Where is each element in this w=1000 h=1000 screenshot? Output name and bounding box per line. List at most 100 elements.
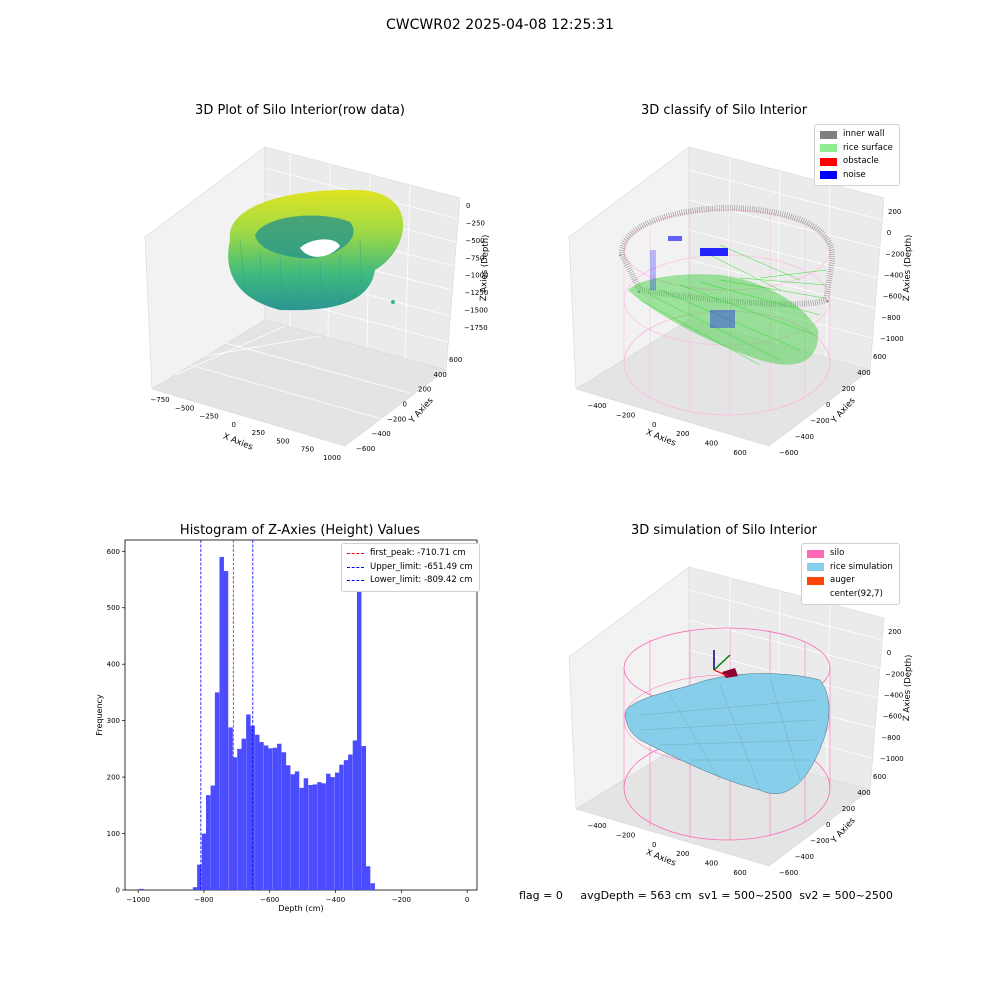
panel4-axes3d xyxy=(568,566,885,867)
histogram-y-tick-label: 0 xyxy=(116,887,120,895)
panel2-y-tick-label: −600 xyxy=(779,449,798,457)
histogram-bar xyxy=(299,787,304,890)
panel1-x-tick-label: −750 xyxy=(150,396,169,404)
panel1-z-tick-label: −1750 xyxy=(464,324,488,332)
panel4-z-tick-label: −200 xyxy=(885,670,904,678)
histogram-x-tick-label: 0 xyxy=(465,896,469,904)
panel2-ylabel: Y Axies xyxy=(829,395,858,426)
panel1-x-tick-label: −500 xyxy=(175,404,194,412)
panel4-y-tick-label: 0 xyxy=(826,821,830,829)
legend-swatch xyxy=(820,171,837,180)
histogram-bar xyxy=(370,883,375,890)
panel1-axes3d xyxy=(144,146,461,447)
legend-label: obstacle xyxy=(843,156,879,166)
histogram-y-tick-label: 600 xyxy=(107,548,120,556)
legend-item-rice-simulation: rice simulation xyxy=(807,561,893,575)
panel1-x-tick-label: −250 xyxy=(199,413,218,421)
panel1-outlier-point xyxy=(391,300,395,304)
panel4-y-tick-label: −200 xyxy=(810,837,829,845)
histogram-y-tick-label: 100 xyxy=(107,830,120,838)
panel1-x-tick-label: 0 xyxy=(231,421,235,429)
histogram-bar xyxy=(206,795,211,890)
panel2-z-tick-label: −1000 xyxy=(880,335,904,343)
histogram-legend: first_peak: -710.71 cm Upper_limit: -651… xyxy=(341,543,480,592)
panel2-z-tick-label: −600 xyxy=(883,293,902,301)
panel4-ylabel: Y Axies xyxy=(829,815,858,846)
histogram-x-ticks: −1000 −800 −600 −400 −200 0 xyxy=(126,890,469,904)
panel2-y-tick-label: −200 xyxy=(810,417,829,425)
panel2-y-tick-label: 200 xyxy=(842,385,855,393)
panel2-x-tick-label: 600 xyxy=(733,449,746,457)
panel4-x-tick-label: −200 xyxy=(616,831,635,839)
panel4-y-tick-label: 400 xyxy=(857,789,870,797)
legend-label: noise xyxy=(843,169,866,180)
histogram-xlabel: Depth (cm) xyxy=(278,904,323,913)
panel1-y-tick-label: −400 xyxy=(372,430,391,438)
legend-swatch xyxy=(807,549,824,558)
status-footer: flag = 0 avgDepth = 563 cm sv1 = 500~250… xyxy=(519,889,893,902)
histogram-bar xyxy=(272,747,278,890)
histogram-bar xyxy=(343,760,349,890)
histogram-bar xyxy=(277,743,282,890)
panel4-z-tick-label: −400 xyxy=(884,692,903,700)
legend-item-auger: auger xyxy=(807,574,893,588)
histogram-y-tick-label: 400 xyxy=(107,661,120,669)
panel1-y-tick-label: −200 xyxy=(387,415,406,423)
legend-label: Upper_limit: -651.49 cm xyxy=(370,561,473,572)
panel1-xlabel: X Axies xyxy=(221,432,254,453)
histogram-y-tick-label: 200 xyxy=(107,774,120,782)
panel2-xlabel: X Axies xyxy=(644,428,677,449)
panel4-x-tick-label: 0 xyxy=(652,841,656,849)
panel1-x-ticks: −750 −500 −250 0 250 500 750 1000 xyxy=(150,396,341,462)
panel4-x-tick-label: −400 xyxy=(587,822,606,830)
legend-label: inner wall xyxy=(843,129,885,139)
panel1-z-ticks: 0 −250 −500 −750 −1000 −1250 −1500 −1750 xyxy=(464,202,489,332)
panel2-x-tick-label: −400 xyxy=(587,402,606,410)
histogram-bar xyxy=(334,772,340,890)
legend-swatch xyxy=(347,553,364,555)
histogram-bar xyxy=(219,556,224,890)
panel2-z-tick-label: 200 xyxy=(888,208,901,216)
histogram-bar xyxy=(365,866,371,890)
histogram-bar xyxy=(263,745,269,890)
legend-item-obstacle: obstacle xyxy=(820,155,893,169)
panel3-title: Histogram of Z-Axies (Height) Values xyxy=(179,523,421,538)
panel2-legend: inner wall rice surface obstacle noise xyxy=(814,124,900,186)
histogram-x-tick-label: −600 xyxy=(260,896,279,904)
histogram-bar xyxy=(339,764,344,890)
panel2-y-tick-label: 0 xyxy=(826,401,830,409)
legend-item-first-peak: first_peak: -710.71 cm xyxy=(347,547,473,561)
histogram-bar xyxy=(228,727,233,890)
panel2-z-tick-label: −800 xyxy=(881,314,900,322)
panel2-x-tick-label: 0 xyxy=(652,421,656,429)
panel1-y-tick-label: 400 xyxy=(434,371,447,379)
panel1-ylabel: Y Axies xyxy=(407,395,436,426)
histogram-axes: −1000 −800 −600 −400 −200 0 0 100 200 300 400 500 6… xyxy=(107,539,478,904)
panel2-y-tick-label: 600 xyxy=(873,353,886,361)
legend-swatch xyxy=(820,157,837,166)
legend-swatch xyxy=(347,580,364,582)
histogram-bar xyxy=(268,748,273,890)
panel4-legend: silo rice simulation auger center(92,7) xyxy=(801,543,900,605)
histogram-bar xyxy=(357,582,362,890)
legend-swatch xyxy=(820,144,837,153)
panel2-y-tick-label: 400 xyxy=(857,369,870,377)
histogram-bar xyxy=(223,571,229,890)
histogram-bar xyxy=(352,740,358,890)
panel4-z-tick-label: 0 xyxy=(887,649,891,657)
panel1-title: 3D Plot of Silo Interior(row data) xyxy=(195,103,405,118)
panel4-x-tick-label: 600 xyxy=(733,869,746,877)
panel4-z-tick-label: −600 xyxy=(883,713,902,721)
panel4-z-tick-label: −1000 xyxy=(880,755,904,763)
histogram-x-tick-label: −1000 xyxy=(126,896,150,904)
panel2-x-tick-label: −200 xyxy=(616,411,635,419)
legend-label: first_peak: -710.71 cm xyxy=(370,548,466,558)
histogram-bar xyxy=(330,777,335,890)
panel1-z-tick-label: −750 xyxy=(465,254,484,262)
legend-label: auger xyxy=(830,575,855,585)
histogram-bar xyxy=(290,774,295,890)
panel4-y-tick-label: −600 xyxy=(779,869,798,877)
